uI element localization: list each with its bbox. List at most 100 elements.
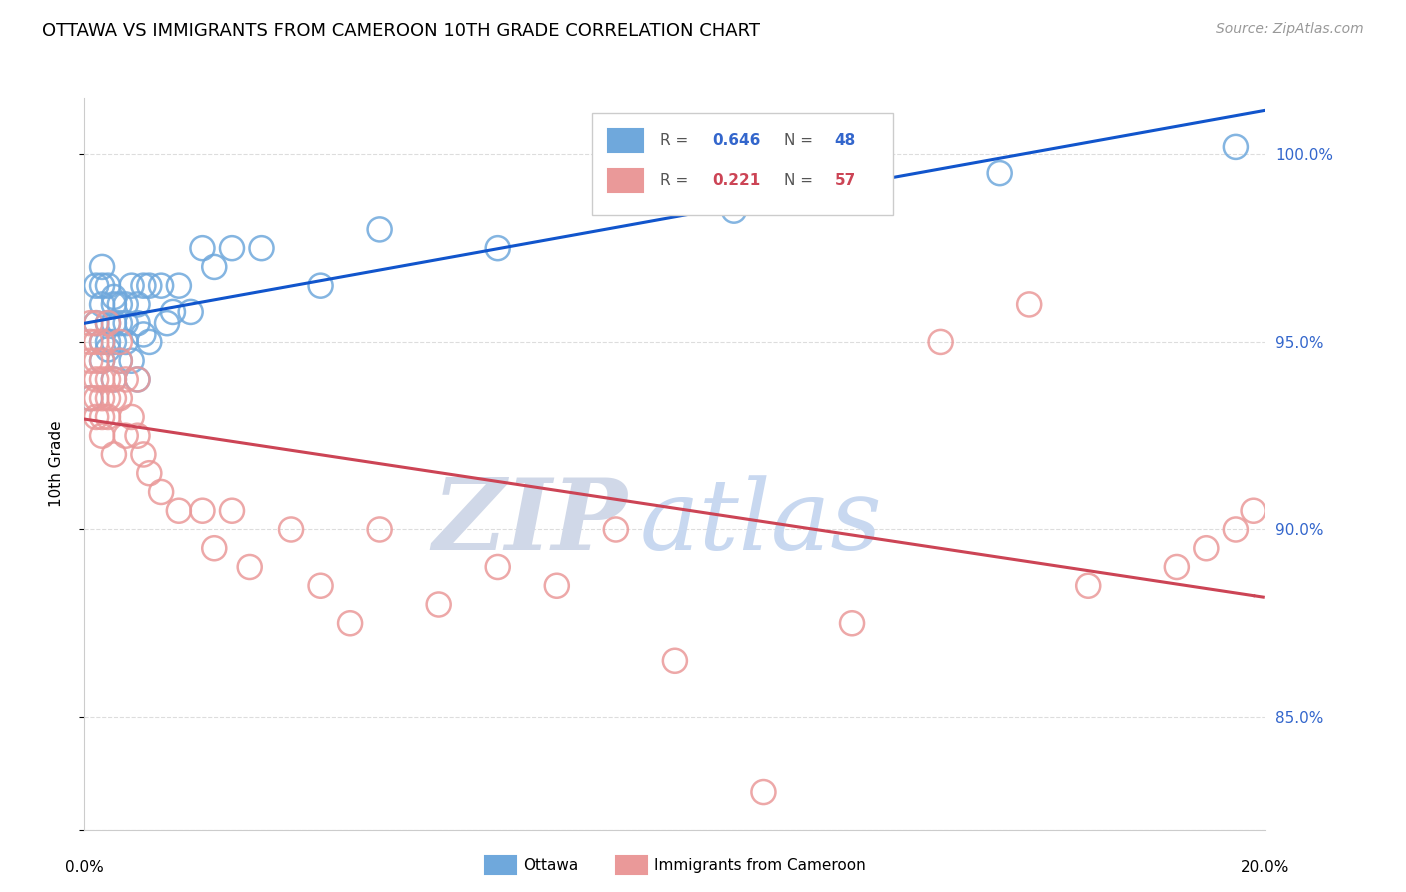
Text: R =: R = [659, 173, 693, 188]
Point [156, 316, 179, 330]
Point [1225, 523, 1247, 537]
Point [114, 334, 136, 349]
Y-axis label: 10th Grade: 10th Grade [49, 420, 63, 508]
Point [84, 409, 107, 424]
Point [202, 260, 225, 274]
Point [127, 297, 149, 311]
Point [1195, 541, 1218, 556]
Text: 0.0%: 0.0% [65, 860, 104, 874]
FancyBboxPatch shape [592, 112, 893, 215]
Point [150, 485, 173, 500]
FancyBboxPatch shape [607, 169, 643, 193]
Point [84, 391, 107, 405]
Point [108, 391, 131, 405]
Point [221, 241, 243, 255]
Point [180, 305, 202, 319]
Point [91, 353, 114, 368]
Point [114, 297, 136, 311]
Point [84, 316, 107, 330]
Point [929, 334, 952, 349]
Point [1243, 504, 1265, 518]
Point [103, 290, 125, 304]
Point [127, 372, 149, 386]
Point [339, 616, 361, 631]
Point [114, 316, 136, 330]
Point [121, 278, 143, 293]
Point [605, 178, 627, 192]
Point [108, 334, 131, 349]
Text: 0.646: 0.646 [713, 133, 761, 148]
Point [103, 297, 125, 311]
Point [368, 523, 391, 537]
Point [91, 391, 114, 405]
Point [1225, 140, 1247, 154]
Point [97, 334, 120, 349]
Point [280, 523, 302, 537]
Point [103, 334, 125, 349]
Point [1077, 579, 1099, 593]
Point [108, 316, 131, 330]
Point [114, 372, 136, 386]
Point [427, 598, 450, 612]
Point [84, 353, 107, 368]
Point [91, 260, 114, 274]
Text: N =: N = [783, 173, 817, 188]
Point [103, 316, 125, 330]
Point [91, 297, 114, 311]
Text: R =: R = [659, 133, 693, 148]
Point [127, 372, 149, 386]
Text: Immigrants from Cameroon: Immigrants from Cameroon [654, 858, 866, 872]
Point [79, 334, 101, 349]
Text: 20.0%: 20.0% [1241, 860, 1289, 874]
Point [191, 241, 214, 255]
Point [97, 372, 120, 386]
Point [79, 353, 101, 368]
Point [114, 428, 136, 442]
Text: ZIP: ZIP [433, 475, 627, 571]
Point [91, 409, 114, 424]
Point [309, 579, 332, 593]
Point [221, 504, 243, 518]
Point [103, 447, 125, 461]
Text: Ottawa: Ottawa [523, 858, 578, 872]
Point [138, 467, 160, 481]
Point [988, 166, 1011, 180]
Point [202, 541, 225, 556]
Text: N =: N = [783, 133, 817, 148]
Text: atlas: atlas [640, 475, 882, 570]
Point [150, 278, 173, 293]
Point [108, 353, 131, 368]
Point [108, 297, 131, 311]
Point [84, 372, 107, 386]
Point [546, 579, 568, 593]
Point [121, 409, 143, 424]
Point [97, 316, 120, 330]
Point [91, 334, 114, 349]
Point [138, 278, 160, 293]
Point [250, 241, 273, 255]
Point [486, 241, 509, 255]
Point [79, 391, 101, 405]
Point [664, 654, 686, 668]
Point [97, 316, 120, 330]
Point [138, 334, 160, 349]
Point [79, 391, 101, 405]
Text: 48: 48 [834, 133, 856, 148]
Point [91, 353, 114, 368]
Point [127, 316, 149, 330]
Point [84, 316, 107, 330]
Point [84, 334, 107, 349]
Point [108, 353, 131, 368]
Point [752, 785, 775, 799]
Point [132, 447, 155, 461]
Point [97, 391, 120, 405]
Point [103, 372, 125, 386]
Point [841, 616, 863, 631]
Point [605, 523, 627, 537]
Text: OTTAWA VS IMMIGRANTS FROM CAMEROON 10TH GRADE CORRELATION CHART: OTTAWA VS IMMIGRANTS FROM CAMEROON 10TH … [42, 22, 761, 40]
Point [1018, 297, 1040, 311]
Text: 57: 57 [834, 173, 856, 188]
Point [91, 334, 114, 349]
Point [1166, 560, 1188, 574]
Point [91, 372, 114, 386]
